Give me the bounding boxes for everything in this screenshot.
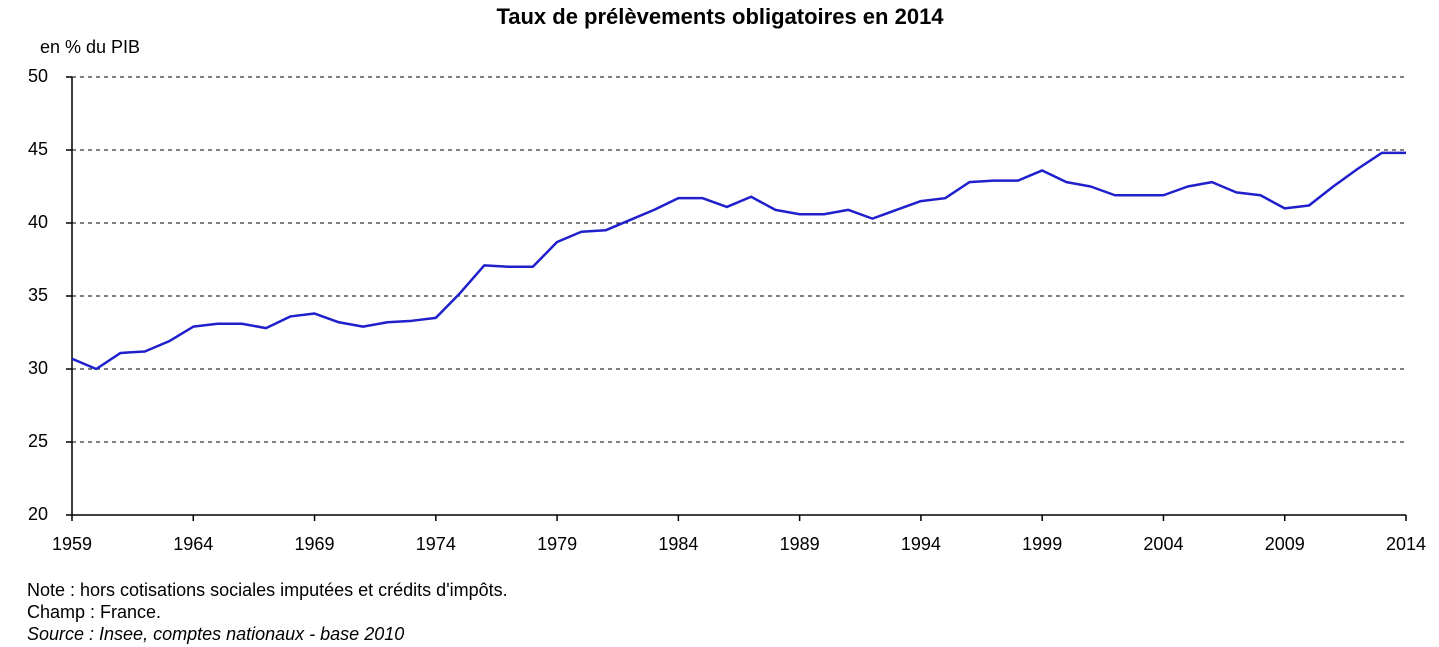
x-tick-label: 1964 xyxy=(173,534,213,554)
y-tick-label: 30 xyxy=(28,358,48,378)
note: Note : hors cotisations sociales imputée… xyxy=(27,580,508,600)
x-tick-label: 1984 xyxy=(658,534,698,554)
y-tick-label: 35 xyxy=(28,285,48,305)
x-tick-label: 1969 xyxy=(295,534,335,554)
x-tick-label: 2014 xyxy=(1386,534,1426,554)
chart-title: Taux de prélèvements obligatoires en 201… xyxy=(496,4,944,29)
note: Champ : France. xyxy=(27,602,161,622)
x-tick-label: 1979 xyxy=(537,534,577,554)
y-axis-label: en % du PIB xyxy=(40,37,140,57)
line xyxy=(71,151,1406,371)
y-tick-label: 50 xyxy=(28,66,48,86)
x-tick-label: 1974 xyxy=(416,534,456,554)
x-tick-label: 2004 xyxy=(1143,534,1183,554)
y-tick-label: 20 xyxy=(28,504,48,524)
x-tick-label: 2009 xyxy=(1265,534,1305,554)
x-tick-label: 1999 xyxy=(1022,534,1062,554)
y-tick-label: 40 xyxy=(28,212,48,232)
source: Source : Insee, comptes nationaux - base… xyxy=(27,624,404,644)
x-tick-label: 1994 xyxy=(901,534,941,554)
x-tick-label: 1959 xyxy=(52,534,92,554)
y-tick-label: 25 xyxy=(28,431,48,451)
x-tick-label: 1989 xyxy=(780,534,820,554)
y-tick-label: 45 xyxy=(28,139,48,159)
